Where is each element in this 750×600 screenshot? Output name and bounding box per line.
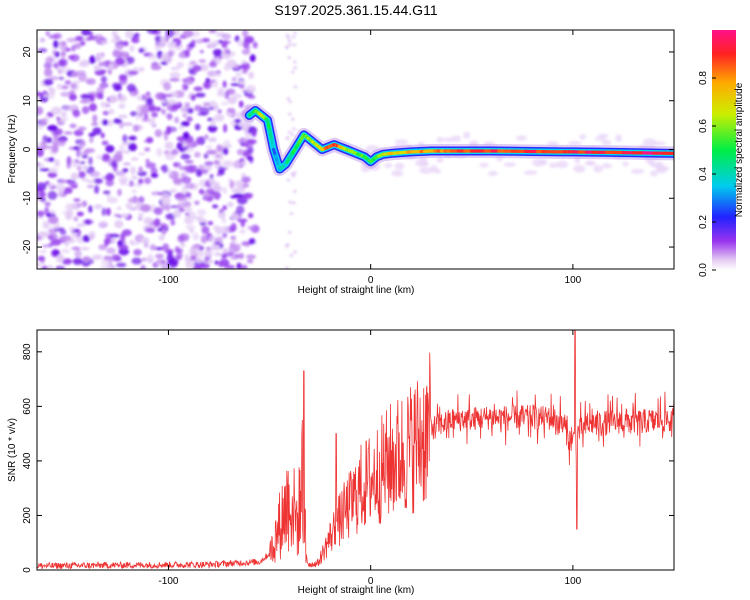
snr-xtick-label: 0	[368, 576, 374, 587]
snr-ylabel: SNR (10 * v/v)	[7, 418, 18, 482]
snr-ytick-label: 400	[22, 452, 33, 469]
snr-xlabel: Height of straight line (km)	[298, 585, 415, 596]
snr-ytick-label: 800	[22, 343, 33, 360]
snr-xtick-label: 100	[565, 576, 582, 587]
colorbar-tick-label: 0.0	[698, 263, 709, 277]
colorbar-gradient	[712, 30, 736, 270]
colorbar-tick-label: 0.4	[698, 167, 709, 181]
snr-ytick-label: 0	[22, 567, 33, 573]
spectrogram-ytick-label: 20	[22, 46, 33, 58]
spectrogram-ytick-label: -10	[22, 191, 33, 206]
colorbar-tick-label: 0.8	[698, 71, 709, 85]
snr-frame	[36, 329, 675, 571]
spectrogram-xlabel: Height of straight line (km)	[298, 285, 415, 296]
spectrogram-ytick-label: 10	[22, 95, 33, 107]
snr-series-line	[37, 330, 674, 570]
ridge	[242, 103, 674, 176]
colorbar-label: Normalized spectral amplitude	[734, 82, 745, 217]
colorbar-tick-label: 0.6	[698, 119, 709, 133]
snr-panel: -100 0 100 0 200 400 600 800 Height of straight…	[7, 329, 675, 596]
snr-plot-area	[37, 330, 674, 570]
spectrogram-xtick-label: 100	[565, 275, 582, 286]
colorbar: 0.0 0.2 0.4 0.6 0.8 Normalized spectral ampl…	[698, 30, 745, 277]
spectrogram-ytick-label: 0	[22, 146, 33, 152]
snr-ytick-label: 200	[22, 507, 33, 524]
snr-xtick-label: -100	[158, 576, 178, 587]
colorbar-tick-label: 0.2	[698, 215, 709, 229]
spectrogram-content	[37, 30, 674, 269]
noise-speckle	[37, 30, 670, 269]
spectrogram-xtick-label: 0	[368, 275, 374, 286]
colorbar-ticks: 0.0 0.2 0.4 0.6 0.8	[698, 71, 716, 277]
spectrogram-ylabel: Frequency (Hz)	[7, 115, 18, 184]
spectrogram-xtick-label: -100	[158, 275, 178, 286]
snr-ytick-label: 600	[22, 398, 33, 415]
chart-title: S197.2025.361.15.44.G11	[274, 2, 437, 18]
spectrogram-ytick-label: -20	[22, 239, 33, 254]
snr-axes: -100 0 100 0 200 400 600 800	[22, 330, 674, 587]
